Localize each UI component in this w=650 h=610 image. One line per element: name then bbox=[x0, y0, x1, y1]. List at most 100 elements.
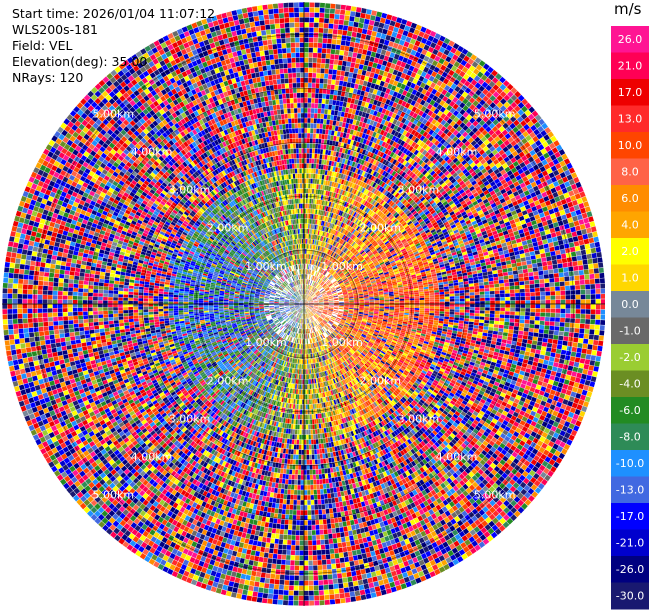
velocity-cell bbox=[429, 288, 434, 291]
velocity-cell bbox=[484, 285, 489, 288]
velocity-cell bbox=[309, 209, 311, 214]
velocity-cell bbox=[314, 154, 317, 159]
velocity-cell bbox=[344, 303, 349, 304]
velocity-cell bbox=[552, 260, 557, 265]
velocity-cell bbox=[326, 125, 330, 130]
velocity-cell bbox=[540, 231, 546, 236]
velocity-cell bbox=[424, 289, 429, 292]
velocity-cell bbox=[475, 295, 480, 298]
velocity-cell bbox=[445, 299, 450, 301]
velocity-cell bbox=[536, 258, 541, 263]
velocity-cell bbox=[563, 263, 568, 268]
velocity-cell bbox=[579, 270, 584, 275]
velocity-cell bbox=[525, 289, 530, 293]
velocity-cell bbox=[346, 62, 351, 67]
velocity-cell bbox=[454, 283, 459, 286]
velocity-cell bbox=[588, 264, 593, 269]
velocity-cell bbox=[581, 290, 586, 295]
velocity-cell bbox=[344, 20, 349, 25]
velocity-cell bbox=[355, 12, 361, 17]
velocity-cell bbox=[445, 294, 450, 297]
velocity-cell bbox=[533, 272, 538, 276]
velocity-cell bbox=[547, 238, 553, 243]
velocity-cell bbox=[349, 302, 354, 303]
velocity-cell bbox=[349, 302, 354, 303]
velocity-cell bbox=[360, 59, 365, 64]
velocity-cell bbox=[317, 119, 320, 124]
velocity-cell bbox=[575, 280, 580, 285]
velocity-cell bbox=[550, 251, 555, 256]
velocity-cell bbox=[329, 95, 333, 100]
velocity-cell bbox=[449, 283, 454, 286]
velocity-cell bbox=[529, 247, 534, 252]
velocity-cell bbox=[484, 282, 489, 286]
velocity-cell bbox=[364, 301, 369, 302]
velocity-cell bbox=[374, 296, 379, 298]
velocity-cell bbox=[322, 94, 326, 99]
velocity-cell bbox=[495, 287, 500, 291]
velocity-cell bbox=[308, 199, 310, 204]
velocity-cell bbox=[505, 301, 510, 304]
velocity-cell bbox=[599, 268, 604, 273]
velocity-cell bbox=[582, 255, 587, 260]
velocity-cell bbox=[480, 289, 485, 292]
velocity-cell bbox=[470, 289, 475, 292]
velocity-cell bbox=[359, 301, 364, 302]
velocity-cell bbox=[384, 24, 390, 30]
velocity-cell bbox=[444, 289, 449, 292]
velocity-cell bbox=[308, 224, 310, 229]
velocity-cell bbox=[366, 51, 371, 57]
velocity-cell bbox=[585, 284, 590, 289]
velocity-cell bbox=[539, 279, 544, 283]
velocity-cell bbox=[331, 85, 335, 90]
velocity-cell bbox=[340, 96, 344, 101]
velocity-cell bbox=[339, 15, 344, 20]
velocity-cell bbox=[479, 282, 484, 285]
velocity-cell bbox=[312, 214, 314, 219]
velocity-cell bbox=[307, 209, 309, 214]
velocity-cell bbox=[381, 34, 387, 40]
velocity-cell bbox=[368, 61, 373, 67]
velocity-cell bbox=[376, 12, 382, 18]
velocity-cell bbox=[525, 285, 530, 289]
velocity-cell bbox=[600, 278, 605, 283]
velocity-cell bbox=[342, 86, 346, 91]
velocity-cell bbox=[358, 23, 363, 29]
velocity-cell bbox=[331, 130, 335, 135]
velocity-cell bbox=[541, 257, 546, 262]
velocity-cell bbox=[551, 300, 556, 304]
velocity-cell bbox=[335, 80, 339, 85]
velocity-cell bbox=[415, 296, 420, 298]
velocity-cell bbox=[577, 256, 582, 261]
velocity-cell bbox=[395, 299, 400, 301]
velocity-cell bbox=[330, 115, 334, 120]
velocity-cell bbox=[553, 269, 558, 274]
velocity-cell bbox=[314, 108, 317, 113]
velocity-cell bbox=[448, 278, 453, 281]
velocity-cell bbox=[310, 281, 312, 286]
velocity-cell bbox=[561, 295, 566, 299]
velocity-cell bbox=[326, 120, 330, 125]
velocity-cell bbox=[316, 73, 320, 78]
velocity-cell bbox=[420, 296, 425, 298]
velocity-cell bbox=[459, 282, 464, 285]
velocity-cell bbox=[349, 47, 354, 52]
velocity-cell bbox=[580, 224, 586, 230]
velocity-cell bbox=[329, 24, 334, 29]
velocity-cell bbox=[540, 288, 545, 292]
velocity-cell bbox=[585, 206, 591, 212]
velocity-cell bbox=[318, 144, 321, 149]
velocity-cell bbox=[480, 298, 485, 301]
velocity-cell bbox=[587, 259, 592, 264]
velocity-cell bbox=[331, 80, 335, 85]
velocity-cell bbox=[601, 294, 605, 299]
velocity-cell bbox=[379, 54, 384, 60]
velocity-cell bbox=[330, 120, 334, 125]
velocity-cell bbox=[550, 287, 555, 291]
velocity-cell bbox=[325, 59, 329, 64]
velocity-cell bbox=[382, 60, 387, 66]
velocity-cell bbox=[583, 234, 589, 240]
velocity-cell bbox=[520, 289, 525, 293]
velocity-cell bbox=[524, 281, 529, 285]
velocity-cell bbox=[323, 119, 326, 124]
